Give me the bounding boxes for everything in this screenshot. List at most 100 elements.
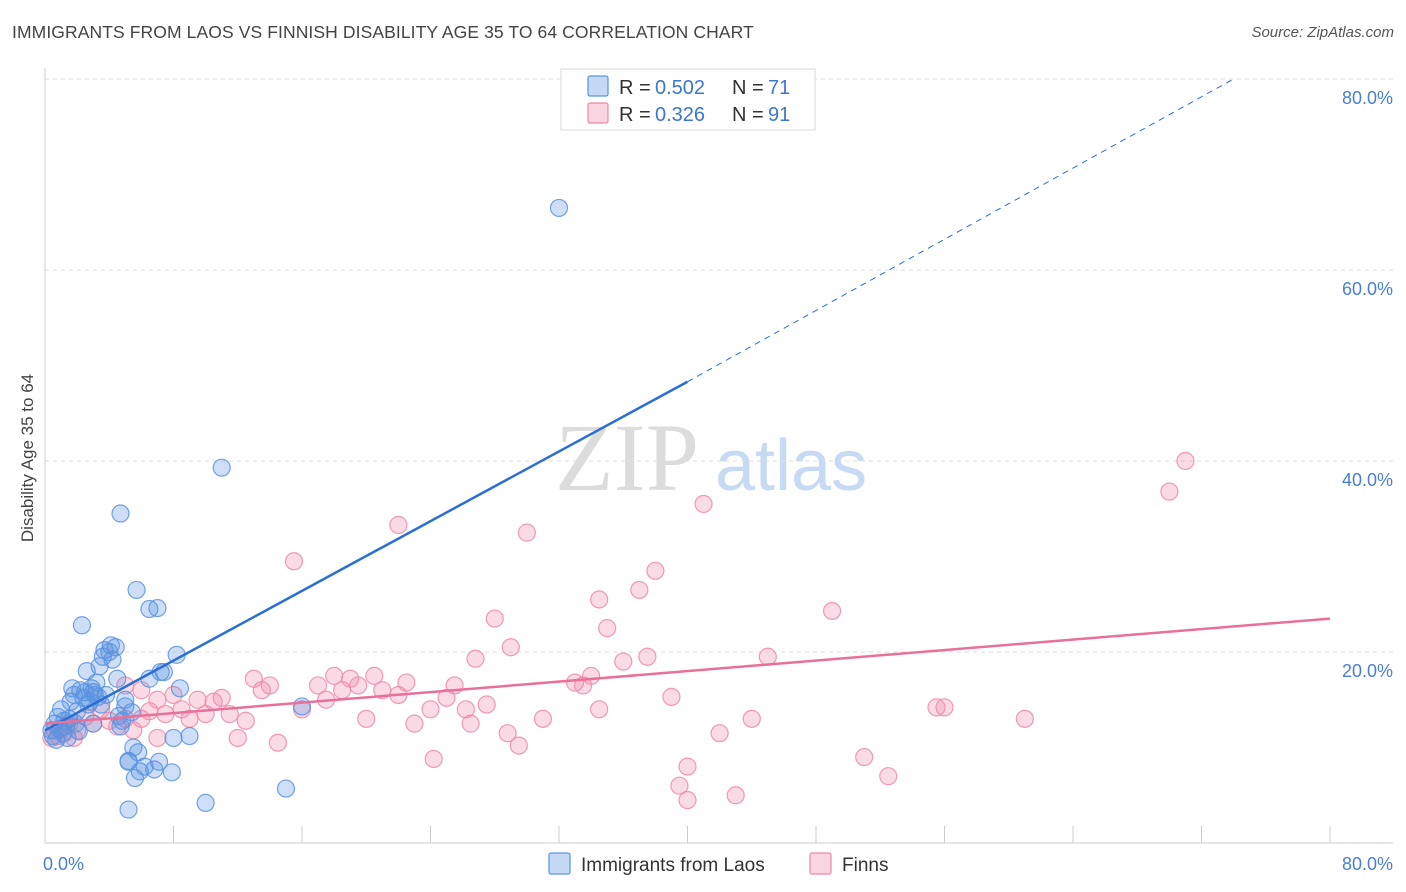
finns-point-88 [935,698,954,717]
laos-point-17 [69,722,88,741]
laos-point-3 [47,730,66,749]
watermark: ZIP atlas [555,404,867,511]
correlation-legend: R = 0.502 N = 71 R = 0.326 N = 91 [560,68,816,131]
finns-point-61 [501,638,520,657]
finns-point-48 [389,515,408,535]
finns-point-31 [236,711,255,730]
finns-point-81 [726,786,745,805]
finns-point-36 [284,552,304,571]
finns-point-78 [678,757,697,776]
laos-point-68 [180,726,199,746]
finns-point-76 [670,776,689,795]
finns-point-85 [855,747,874,767]
finns-point-56 [461,714,480,733]
laos-point-61 [149,752,169,771]
finns-point-59 [485,609,504,628]
chart-title: IMMIGRANTS FROM LAOS VS FINNISH DISABILI… [12,22,754,42]
bottom-legend-label-finns: Finns [842,855,888,876]
finns-point-60 [498,724,517,743]
y-axis-title: Disability Age 35 to 64 [18,374,37,542]
finns-point-71 [614,652,633,671]
watermark-atlas: atlas [715,426,867,506]
laos-point-53 [127,580,146,600]
laos-point-49 [116,697,135,716]
finns-point-64 [533,709,553,728]
laos-point-67 [170,679,190,698]
finns-point-89 [1015,709,1034,728]
bottom-legend-swatch-laos [548,852,571,875]
finns-point-55 [456,700,475,719]
finns-point-70 [598,619,617,638]
finns-point-51 [421,700,440,719]
laos-point-70 [212,458,231,477]
bottom-legend-swatch-finns [809,852,832,875]
legend-r-label-laos: R = [619,77,651,99]
source-credit: Source: ZipAtlas.com [1251,24,1394,41]
finns-point-84 [822,601,842,621]
finns-point-22 [164,685,183,705]
series-legend: Immigrants from Laos Finns [548,852,888,876]
finns-point-74 [646,561,665,580]
legend-n-label-finns: N = [732,104,764,126]
laos-point-65 [164,728,183,748]
finns-point-50 [405,714,424,733]
trend-line-finns [44,617,1331,725]
finns-point-63 [517,523,536,542]
y-axis-ticks: 20.0% 40.0% 60.0% 80.0% [1342,88,1393,681]
finns-point-38 [308,676,328,695]
bottom-legend-label-laos: Immigrants from Laos [581,855,765,876]
finns-point-90 [1160,482,1179,501]
laos-point-73 [549,198,569,218]
laos-point-39 [106,638,125,657]
laos-point-69 [196,793,215,812]
finns-point-30 [228,728,247,748]
finns-point-34 [260,676,279,695]
legend-r-value-finns: 0.326 [655,104,705,126]
laos-point-71 [276,779,296,798]
laos-point-64 [162,763,181,782]
finns-point-58 [477,695,496,714]
laos-point-46 [119,800,138,819]
finns-point-28 [212,688,231,707]
laos-point-19 [72,616,92,635]
finns-point-73 [638,647,657,666]
legend-box [560,68,816,131]
finns-point-72 [630,580,649,600]
legend-n-value-laos: 71 [768,77,790,99]
finns-point-49 [397,673,416,692]
series-immigrants-from-laos [42,198,569,819]
finns-point-45 [365,666,384,685]
finns-point-82 [742,709,761,728]
finns-point-44 [357,709,376,728]
x-tick-label-min: 0.0% [43,854,84,874]
trend-lines [44,78,1331,732]
trend-line-laos-extrapolated [687,78,1234,383]
finns-point-69 [590,590,609,609]
legend-n-value-finns: 91 [768,104,790,126]
finns-point-80 [710,724,729,743]
series-finns [42,451,1195,810]
legend-r-label-finns: R = [619,104,651,126]
finns-point-68 [590,700,609,719]
finns-point-21 [148,728,167,748]
finns-point-25 [188,690,207,709]
trend-line-laos [44,380,689,732]
gridlines [45,78,1393,653]
finns-point-67 [582,666,601,685]
y-tick-label-2: 60.0% [1342,279,1393,299]
finns-point-35 [268,733,288,752]
y-tick-label-1: 40.0% [1342,470,1393,490]
finns-point-43 [349,676,368,695]
y-tick-label-0: 20.0% [1342,661,1393,681]
finns-point-91 [1176,451,1195,471]
laos-point-60 [148,598,167,618]
legend-r-value-laos: 0.502 [655,77,705,99]
axes [44,68,1393,844]
legend-swatch-laos [587,75,609,97]
x-tick-label-max: 80.0% [1342,854,1393,874]
y-tick-label-3: 80.0% [1342,88,1393,108]
laos-point-10 [58,728,77,748]
laos-point-26 [84,714,103,733]
finns-point-57 [466,649,485,668]
